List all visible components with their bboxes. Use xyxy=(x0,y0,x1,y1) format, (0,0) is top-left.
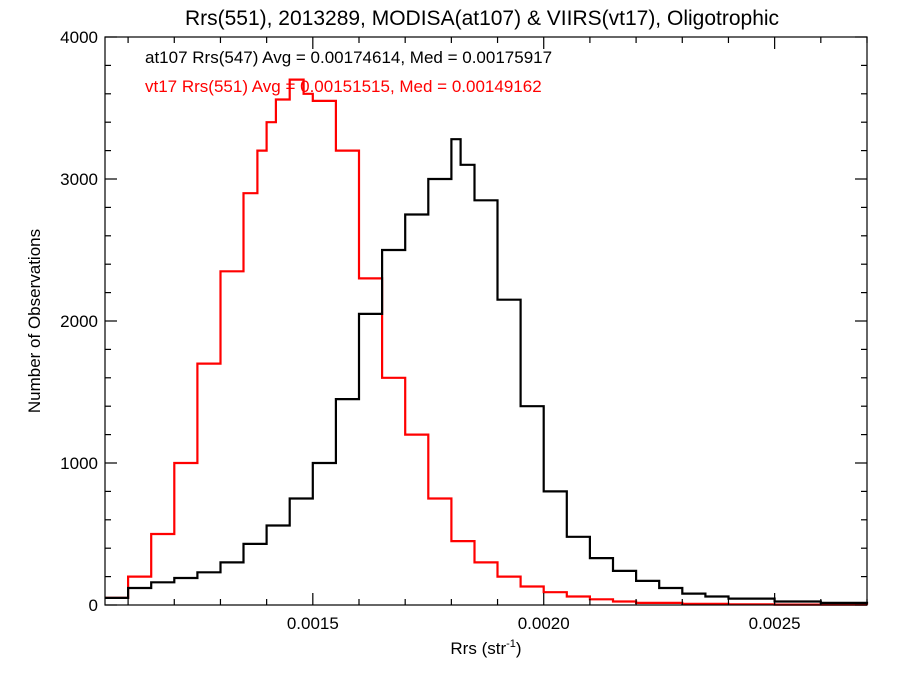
annotation-viirs: vt17 Rrs(551) Avg = 0.00151515, Med = 0.… xyxy=(145,77,542,96)
x-tick-label: 0.0020 xyxy=(518,614,570,633)
y-tick-label: 3000 xyxy=(60,170,98,189)
x-axis-label-sup: -1 xyxy=(506,638,516,650)
annotation-modis: at107 Rrs(547) Avg = 0.00174614, Med = 0… xyxy=(145,48,552,67)
x-axis-label-end: ) xyxy=(516,639,522,658)
x-axis-label-base: Rrs (str xyxy=(450,639,506,658)
series-layer xyxy=(105,78,869,606)
x-tick-label: 0.0015 xyxy=(287,614,339,633)
y-tick-label: 4000 xyxy=(60,28,98,47)
x-axis-label: Rrs (str-1) xyxy=(450,638,521,658)
series-line-0 xyxy=(105,138,869,604)
y-axis-label: Number of Observations xyxy=(25,229,44,413)
y-tick-label: 1000 xyxy=(60,454,98,473)
plot-frame xyxy=(104,36,868,606)
ticks-layer: 0 1000 2000 3000 4000 0.0015 0.0020 0.0025 xyxy=(60,28,868,633)
series-line-1 xyxy=(105,78,869,606)
x-tick-label: 0.0025 xyxy=(749,614,801,633)
chart-title: Rrs(551), 2013289, MODISA(at107) & VIIRS… xyxy=(185,7,779,30)
y-tick-label: 0 xyxy=(89,596,98,615)
y-tick-label: 2000 xyxy=(60,312,98,331)
